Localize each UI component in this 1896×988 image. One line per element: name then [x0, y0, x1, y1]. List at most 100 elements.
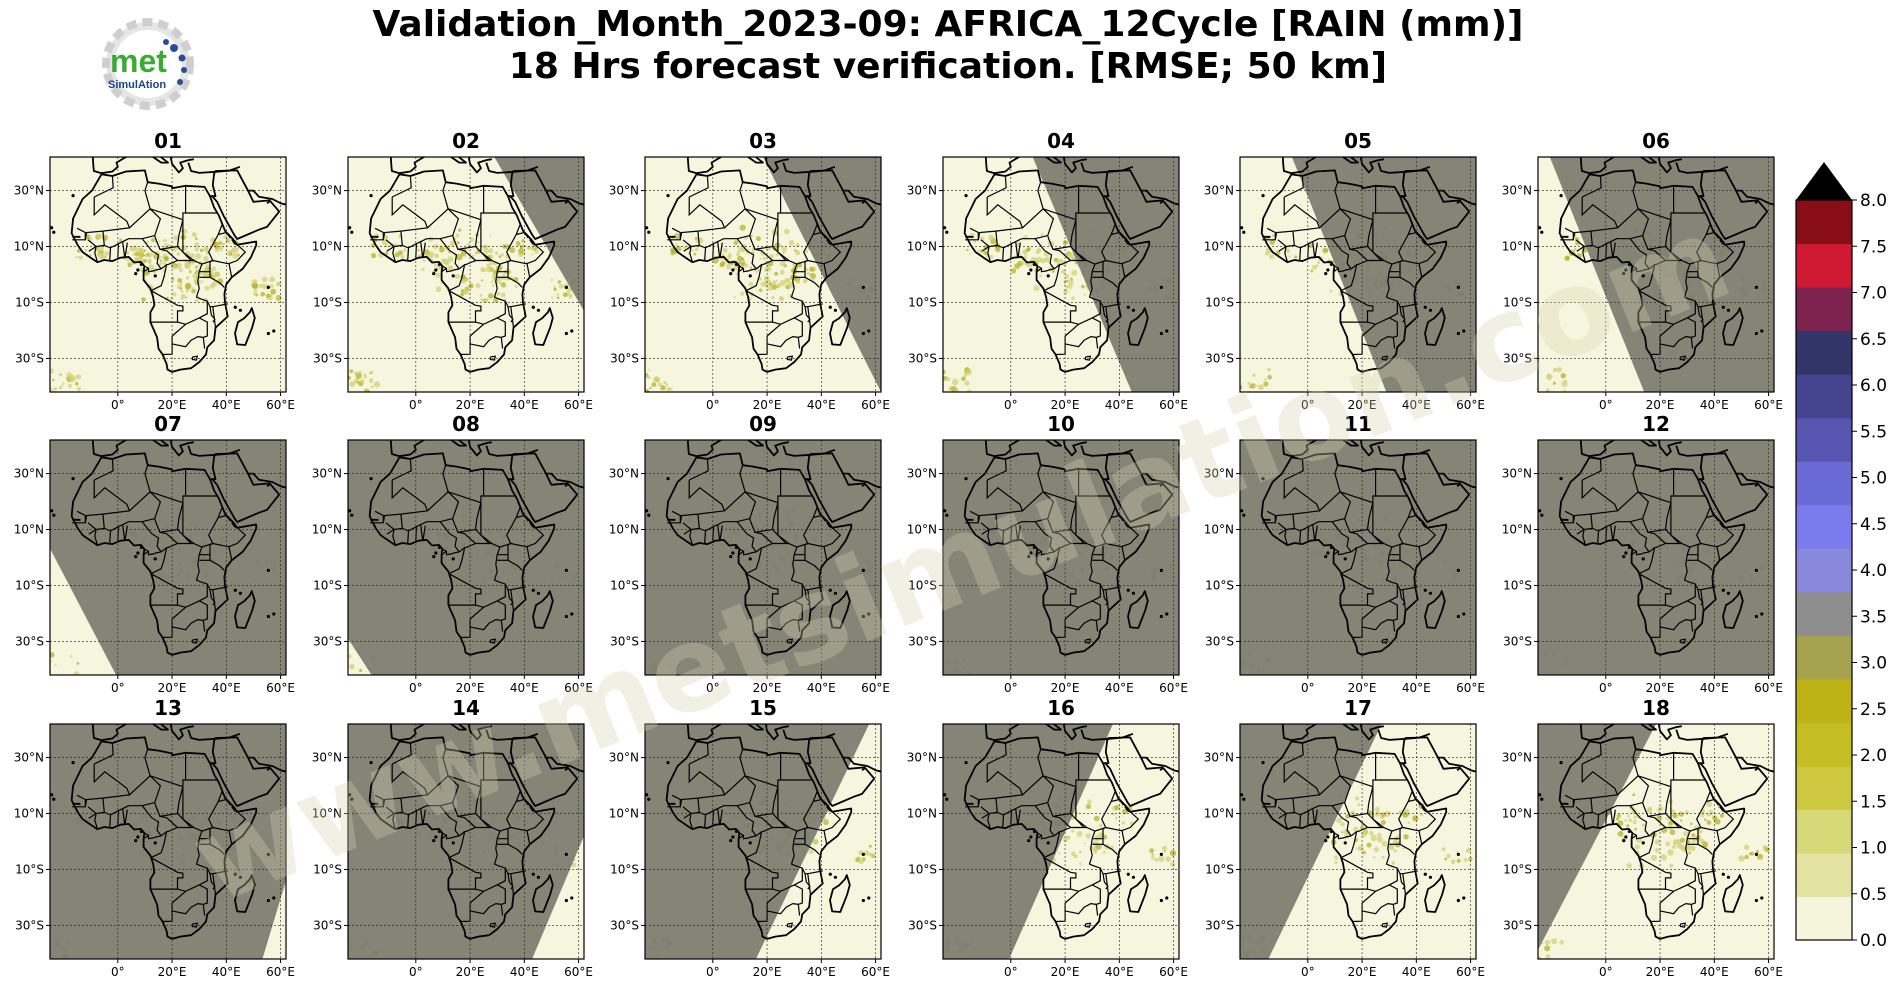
country-borders [1262, 742, 1437, 928]
colorbar: 0.0 0.5 1.0 1.5 2.0 2.5 3.0 3.5 4.0 4.5 5.0 5.5 6.0 6… [1795, 162, 1887, 951]
lon-tick-label: 0° [409, 398, 423, 412]
lat-tick-label: 30°S [1503, 918, 1532, 932]
colorbar-bin [1796, 678, 1852, 723]
night-shading [763, 157, 881, 392]
coastlines [50, 157, 286, 373]
lat-tick-label: 10°S [610, 578, 639, 592]
night-shading [943, 440, 1179, 675]
lon-tick-label: 40°E [212, 681, 241, 695]
colorbar-bin [1796, 417, 1852, 462]
rain-field [348, 228, 577, 392]
gridlines [943, 724, 1179, 959]
lat-tick-label: 10°N [1204, 807, 1234, 821]
lat-tick-label: 10°S [610, 862, 639, 876]
lat-tick-label: 30°N [609, 184, 639, 198]
colorbar-bin [1796, 896, 1852, 941]
lat-tick-label: 10°S [15, 578, 44, 592]
lat-tick-label: 30°N [14, 467, 44, 481]
gridlines [645, 440, 881, 675]
lat-tick-label: 30°N [312, 751, 342, 765]
night-shading [348, 440, 584, 675]
lat-tick-label: 10°S [908, 295, 937, 309]
map-panel-10: 10 30°N 10°N 10°S 30°S 0° 20°E 40°E 60°E [907, 412, 1188, 695]
lon-tick-label: 20°E [1646, 965, 1675, 979]
panel-frame [644, 439, 882, 676]
gridlines [1240, 157, 1476, 392]
lon-tick-label: 20°E [1348, 681, 1377, 695]
panel-title: 08 [452, 412, 480, 436]
panel-title: 16 [1047, 696, 1075, 720]
lat-tick-label: 10°N [609, 523, 639, 537]
panel-frame [1239, 439, 1477, 676]
lat-tick-label: 10°S [1503, 295, 1532, 309]
lon-tick-label: 40°E [807, 965, 836, 979]
coastlines [645, 157, 881, 373]
panel-frame [644, 156, 882, 393]
lon-tick-label: 40°E [212, 398, 241, 412]
coastlines [348, 157, 584, 373]
colorbar-tick-label: 5.0 [1860, 469, 1887, 489]
panel-title: 17 [1344, 696, 1372, 720]
gridlines [1538, 157, 1774, 392]
lon-tick-label: 20°E [158, 965, 187, 979]
map-panel-17: 17 30°N 10°N 10°S 30°S 0° 20°E 40°E 60°E [1204, 696, 1485, 979]
lon-tick-label: 60°E [564, 681, 593, 695]
coastlines [943, 724, 1179, 940]
country-borders [72, 742, 247, 928]
country-borders [667, 175, 842, 361]
lat-tick-label: 30°N [1502, 467, 1532, 481]
met-simulation-logo: met SimulAtion [102, 18, 194, 110]
map-panel-02: 02 30°N 10°N 10°S 30°S 0° 20°E 40°E 60°E [312, 129, 593, 412]
panel-title: 03 [749, 129, 777, 153]
country-borders [370, 458, 545, 644]
coastlines [1240, 157, 1476, 373]
night-shading [1240, 724, 1382, 959]
night-shading [1240, 440, 1476, 675]
lat-tick-label: 30°N [312, 184, 342, 198]
panel-title: 14 [452, 696, 480, 720]
lat-tick-label: 10°N [14, 807, 44, 821]
lon-tick-label: 60°E [564, 398, 593, 412]
colorbar-bin [1796, 374, 1852, 419]
lon-tick-label: 0° [1599, 965, 1613, 979]
logo-text-met: met [110, 43, 167, 79]
lat-tick-label: 30°S [15, 918, 44, 932]
lon-tick-label: 60°E [266, 965, 295, 979]
lat-tick-label: 10°N [907, 523, 937, 537]
lat-tick-label: 30°S [313, 351, 342, 365]
lon-tick-label: 0° [1301, 681, 1315, 695]
country-borders [1262, 458, 1437, 644]
panel-title: 05 [1344, 129, 1372, 153]
gridlines [943, 440, 1179, 675]
map-panel-04: 04 30°N 10°N 10°S 30°S 0° 20°E 40°E 60°E [907, 129, 1188, 412]
lon-tick-label: 40°E [212, 965, 241, 979]
lon-tick-label: 60°E [1456, 398, 1485, 412]
lat-tick-label: 10°S [15, 295, 44, 309]
lat-tick-label: 30°N [312, 467, 342, 481]
gridlines [348, 157, 584, 392]
lon-tick-label: 40°E [510, 681, 539, 695]
lat-tick-label: 10°S [313, 862, 342, 876]
lat-tick-label: 30°N [609, 751, 639, 765]
lon-tick-label: 40°E [1700, 398, 1729, 412]
figure-title: Validation_Month_2023-09: AFRICA_12Cycle… [0, 4, 1896, 88]
panel-frame [1537, 156, 1775, 393]
lat-tick-label: 10°N [609, 807, 639, 821]
panel-title: 10 [1047, 412, 1075, 436]
lon-tick-label: 0° [1301, 398, 1315, 412]
panel-frame [347, 439, 585, 676]
lon-tick-label: 40°E [1402, 681, 1431, 695]
panel-frame [942, 723, 1180, 960]
map-panel-08: 08 30°N 10°N 10°S 30°S 0° 20°E 40°E 60°E [312, 412, 593, 695]
lon-tick-label: 60°E [861, 681, 890, 695]
colorbar-tick-label: 1.5 [1860, 792, 1887, 812]
night-shading [1291, 157, 1476, 392]
lat-tick-label: 10°N [312, 523, 342, 537]
country-borders [965, 458, 1140, 644]
lon-tick-label: 0° [1599, 681, 1613, 695]
coastlines [1538, 440, 1774, 656]
colorbar-bin [1796, 809, 1852, 854]
colorbar-bin [1796, 330, 1852, 375]
lat-tick-label: 30°S [610, 918, 639, 932]
